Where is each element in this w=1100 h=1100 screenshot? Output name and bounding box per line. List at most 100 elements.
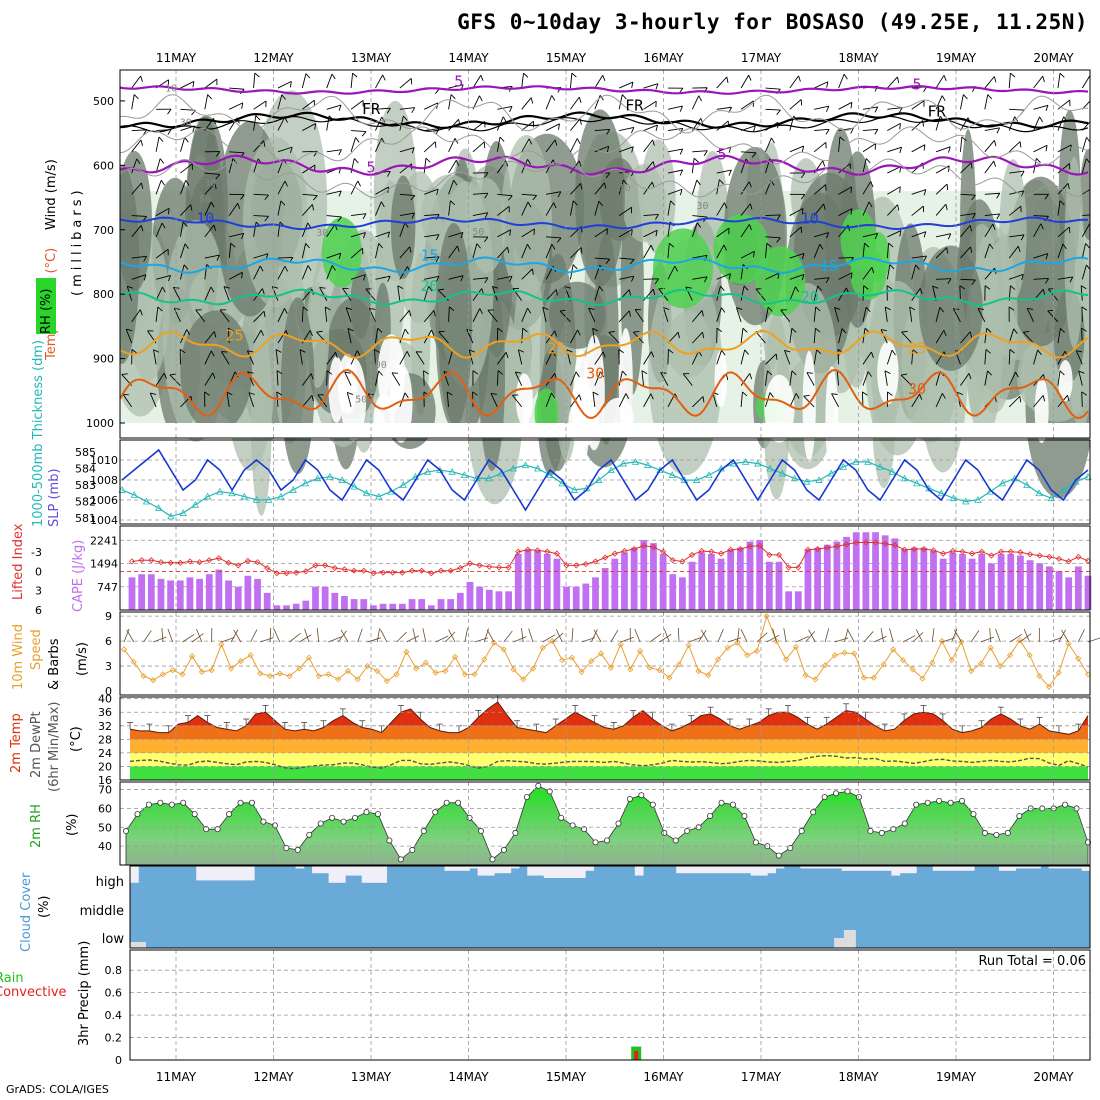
wind-speed-point [841,649,848,656]
wind-barb-10m [357,628,363,643]
thickness-point [570,486,579,493]
wind-barb [277,256,293,259]
thickness-point [252,496,261,503]
wind-barb-flag [899,186,901,193]
wind-barb-flag [889,264,895,270]
wind-barb-flag [728,273,732,280]
wind-barb-flag [509,106,513,113]
wind-barb-flag [815,327,821,333]
wind-barb-10m [552,632,564,643]
wind-barb-flag [460,232,464,239]
cloud-high-gap [328,866,338,883]
rh-contour-label: 10 [618,183,630,194]
wind-barb-flag [1027,307,1034,310]
cloud-axis-label: Cloud Cover [19,872,34,952]
wind-barb-flag [625,393,630,400]
wind-barb-flag [438,288,445,291]
below-surface-mask [120,423,1090,438]
wind-barb-10m [808,629,816,643]
wind-barb-flag [865,158,871,164]
wind-barb [253,193,269,196]
wind-barb [740,203,751,216]
wind-barb [838,208,853,216]
thickness-point [864,458,872,465]
wind-barb-flag [133,94,139,100]
thickness-point [778,469,786,477]
wind-barb-flag [603,182,607,189]
wind-barb-flag [987,370,993,376]
wind-barb [301,306,304,322]
wind-barb [253,265,261,280]
cape-tick-label: 2241 [90,534,118,547]
cape-bar [939,558,947,610]
bottom-date-label: 18MAY [838,1070,879,1084]
wind-barb [399,163,412,174]
cape-bar [679,577,686,610]
wind-barb-flag [411,212,416,219]
wind-barb [935,146,951,153]
wind-barb [911,189,927,195]
wind-barb [397,285,401,301]
wind-barb-10m [834,637,849,643]
pressure-tick-label: 800 [93,288,114,301]
wind-barb [326,149,342,153]
wind-speed-point [675,661,683,668]
rh-point [752,839,759,846]
wind-barb-flag [618,349,624,354]
wind-barb-flag [743,285,749,291]
wind-barb [472,141,485,153]
wind-speed-point [851,650,858,657]
cloud-high-gap [891,866,901,876]
lifted-index-point [640,542,647,549]
wind-barb [443,371,450,386]
rh-point [558,814,565,821]
wind-barb-10m [863,631,874,643]
rh-contour [119,158,1089,198]
wind-barb [789,274,805,280]
wind-barb [765,370,768,386]
wind-barb-flag [742,327,748,333]
wind-barb [351,130,367,133]
wind-barb [131,75,142,89]
wind-barb [691,222,698,237]
cloud-high-gap [1032,866,1041,869]
wind-barb [472,243,478,259]
wind-speed-point [724,644,731,651]
rh-point [993,831,1000,838]
lifted-index-point [969,550,976,557]
wind-barb-flag [874,233,878,240]
cloud-high-gap [1023,866,1033,869]
cloud-high-gap [345,866,354,876]
wind-barb [346,392,352,408]
wind-barb [521,244,528,259]
wind-barb-flag [865,306,871,313]
wind-barb-10m [260,637,274,643]
wind-barb-flag [817,285,822,291]
wind-barb-flag [436,276,440,282]
wind-barb [399,212,415,217]
wind-barb-flag [139,309,143,316]
wind-barb-flag [446,391,453,396]
precip-frame [129,949,1091,1061]
pressure-tick-label: 900 [93,353,114,366]
wind-barb-flag [795,286,800,293]
thickness-point [424,467,432,475]
thickness-tick-label: 585 [75,446,96,459]
wind-barb [1081,328,1083,344]
lifted-index-point [283,570,290,577]
temp-fill-group [130,702,1088,780]
wind-barb [302,99,315,110]
wind-barb [691,95,700,110]
wind-barb-flag [313,195,318,201]
wind-barb [594,286,600,301]
wind-speed-point [919,675,926,682]
wind-speed-point [159,671,167,678]
wind-barb-flag [698,95,702,102]
wind-speed-point [179,671,186,678]
temp-band [130,702,1088,726]
wind-barb-flag [337,216,342,222]
isotherm-label: 30 [908,380,926,398]
wind-barb-flag [453,179,458,186]
lifted-index-point [206,557,213,564]
wind-barb [448,138,456,153]
